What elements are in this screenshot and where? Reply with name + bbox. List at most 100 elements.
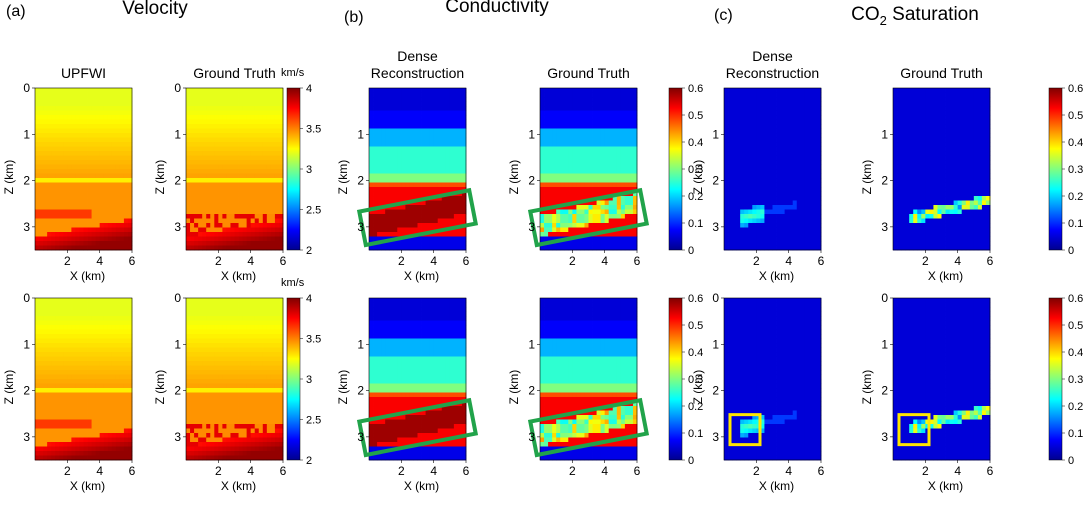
heatmap-cell — [421, 110, 426, 116]
heatmap-cell — [115, 151, 121, 156]
heatmap-cell — [772, 205, 777, 210]
heatmap-cell — [238, 151, 243, 156]
heatmap-cell — [35, 169, 40, 174]
heatmap-cell — [389, 106, 394, 111]
heatmap-cell — [453, 227, 459, 233]
heatmap-cell — [202, 169, 207, 174]
heatmap-cell — [748, 128, 753, 134]
colorbar-tick-label: 0 — [688, 245, 694, 257]
heatmap-cell — [604, 173, 610, 179]
heatmap-cell — [453, 128, 459, 134]
heatmap-cell — [262, 245, 268, 251]
heatmap-cell — [909, 146, 914, 152]
heatmap-cell — [957, 169, 963, 174]
heatmap-cell — [556, 245, 561, 251]
heatmap-cell — [51, 115, 56, 120]
heatmap-cell — [67, 142, 72, 147]
heatmap-cell — [103, 223, 109, 228]
heatmap-cell — [925, 110, 930, 116]
heatmap-cell — [95, 236, 101, 242]
heatmap-cell — [560, 119, 565, 125]
heatmap-cell — [190, 236, 195, 242]
heatmap-cell — [588, 214, 593, 219]
heatmap-cell — [258, 106, 264, 111]
heatmap-cell — [620, 232, 626, 237]
heatmap-cell — [756, 218, 761, 224]
heatmap-cell — [812, 223, 818, 228]
heatmap-cell — [47, 232, 52, 237]
heatmap-cell — [764, 218, 769, 224]
heatmap-cell — [985, 124, 991, 129]
heatmap-cell — [401, 178, 406, 183]
heatmap-cell — [921, 88, 926, 93]
heatmap-cell — [760, 223, 765, 228]
heatmap-cell — [401, 110, 406, 116]
heatmap-cell — [449, 182, 455, 188]
heatmap-cell — [744, 205, 749, 210]
heatmap-cell — [413, 106, 418, 111]
heatmap-cell — [373, 178, 378, 183]
heatmap-cell — [421, 92, 426, 98]
heatmap-cell — [111, 227, 117, 233]
panel-a-title: Velocity — [122, 0, 188, 19]
heatmap-cell — [186, 128, 191, 134]
heatmap-cell — [756, 155, 761, 161]
heatmap-cell — [63, 119, 68, 125]
heatmap-cell — [377, 101, 382, 107]
heatmap-cell — [945, 146, 950, 152]
heatmap-cell — [258, 187, 264, 192]
heatmap-cell — [369, 223, 374, 228]
heatmap-cell — [429, 169, 435, 174]
heatmap-cell — [47, 97, 52, 102]
heatmap-cell — [95, 128, 101, 134]
heatmap-cell — [266, 160, 272, 165]
heatmap-cell — [413, 241, 418, 246]
heatmap-cell — [796, 169, 802, 174]
heatmap-cell — [748, 178, 753, 183]
heatmap-cell — [95, 119, 101, 125]
heatmap-cell — [226, 88, 231, 93]
heatmap-cell — [961, 110, 967, 116]
heatmap-cell — [433, 106, 439, 111]
heatmap-cell — [210, 164, 215, 170]
heatmap-cell — [246, 124, 252, 129]
heatmap-cell — [103, 178, 109, 183]
heatmap-cell — [234, 218, 239, 224]
heatmap-cell — [67, 97, 72, 102]
heatmap-cell — [43, 160, 48, 165]
heatmap-cell — [194, 119, 199, 125]
heatmap-cell — [612, 115, 618, 120]
heatmap-cell — [413, 101, 418, 107]
heatmap-cell — [632, 218, 638, 224]
heatmap-cell — [111, 214, 117, 219]
heatmap-cell — [107, 191, 113, 197]
heatmap-cell — [198, 97, 203, 102]
heatmap-cell — [796, 200, 802, 206]
heatmap-cell — [417, 169, 422, 174]
heatmap-cell — [953, 164, 959, 170]
heatmap-cell — [461, 110, 467, 116]
heatmap-cell — [897, 115, 902, 120]
heatmap-cell — [756, 182, 761, 188]
heatmap-cell — [909, 124, 914, 129]
heatmap-cell — [95, 173, 101, 179]
heatmap-cell — [808, 124, 814, 129]
heatmap-cell — [377, 115, 382, 120]
heatmap-cell — [724, 196, 729, 201]
heatmap-cell — [71, 214, 76, 219]
heatmap-cell — [616, 137, 622, 143]
heatmap-cell — [608, 142, 614, 147]
heatmap-cell — [95, 124, 101, 129]
heatmap-cell — [79, 110, 84, 116]
heatmap-cell — [572, 142, 577, 147]
heatmap-cell — [262, 223, 268, 228]
heatmap-cell — [369, 155, 374, 161]
heatmap-cell — [274, 205, 280, 210]
heatmap-cell — [929, 146, 934, 152]
heatmap-cell — [588, 110, 593, 116]
heatmap-cell — [744, 137, 749, 143]
heatmap-cell — [226, 227, 231, 233]
y-tick-label: 0 — [23, 81, 30, 95]
heatmap-cell — [51, 182, 56, 188]
heatmap-cell — [764, 92, 769, 98]
